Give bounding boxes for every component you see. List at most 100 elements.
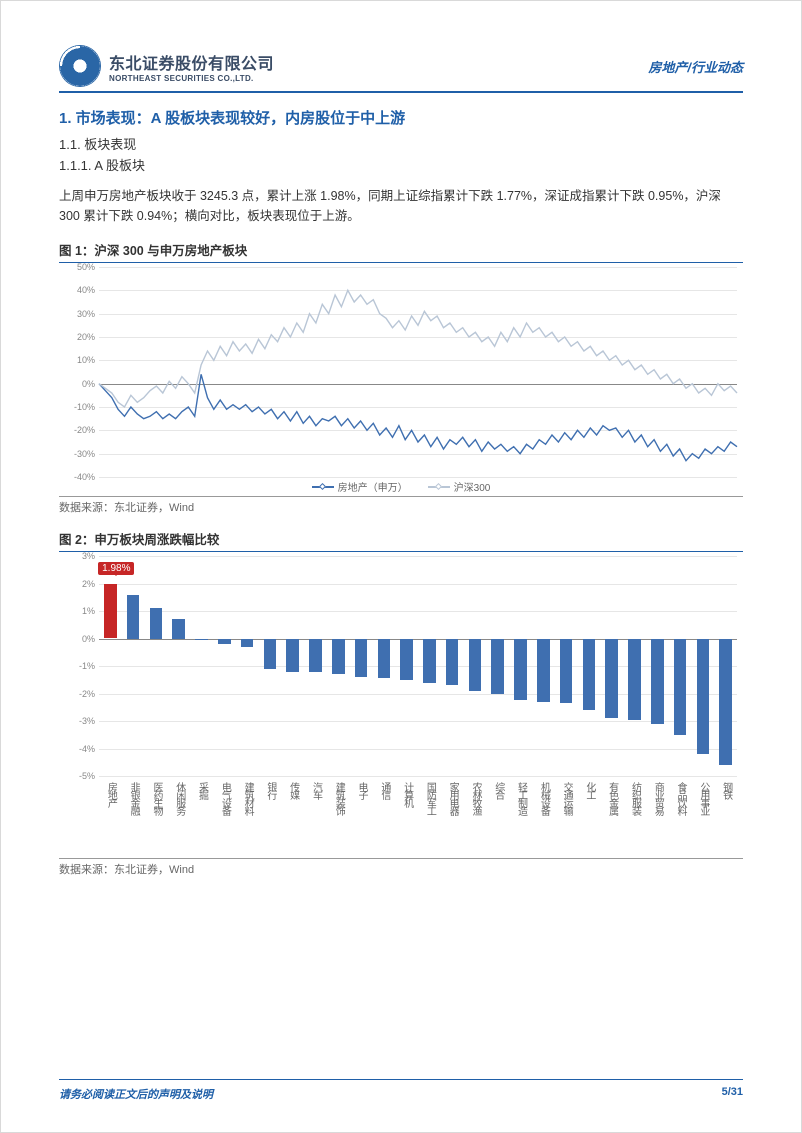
chart1-series-line (99, 374, 737, 460)
chart1-series-line (99, 290, 737, 407)
chart2-bar (537, 639, 550, 702)
chart2-bar (583, 639, 596, 711)
chart1-ytick: -10% (59, 402, 95, 412)
chart2-ytick: 1% (59, 606, 95, 616)
chart2-bar (514, 639, 527, 701)
chart2-category-label: 食品饮料 (675, 782, 685, 814)
chart2-bar (491, 639, 504, 694)
page-footer: 请务必阅读正文后的声明及说明 5/31 (59, 1079, 743, 1102)
chart2-ytick: 0% (59, 634, 95, 644)
heading-1: 1. 市场表现：A 股板块表现较好，内房股位于中上游 (59, 107, 743, 128)
chart1-ytick: -30% (59, 449, 95, 459)
chart2-bar (218, 639, 231, 645)
chart2-gridline (99, 584, 737, 585)
chart2-category-label: 医药生物 (151, 782, 161, 814)
page-content: 1. 市场表现：A 股板块表现较好，内房股位于中上游 1.1. 板块表现 1.1… (59, 107, 743, 877)
chart2-bar (241, 639, 254, 647)
chart2-gridline (99, 721, 737, 722)
chart2-category-label: 交通运输 (561, 782, 571, 814)
chart2-ytick: 3% (59, 551, 95, 561)
chart2-category-label: 有色金属 (607, 782, 617, 814)
chart2-gridline (99, 611, 737, 612)
chart2-category-label: 机械设备 (538, 782, 548, 814)
body-paragraph: 上周申万房地产板块收于 3245.3 点，累计上涨 1.98%，同期上证综指累计… (59, 186, 743, 226)
chart2-bar (332, 639, 345, 675)
chart2-category-label: 轻工制造 (516, 782, 526, 814)
footer-disclaimer: 请务必阅读正文后的声明及说明 (59, 1086, 213, 1102)
chart2-gridline (99, 666, 737, 667)
chart2-category-label: 农林牧渔 (470, 782, 480, 814)
figure-1-chart: -40%-30%-20%-10%0%10%20%30%40%50% (59, 267, 743, 477)
chart2-category-label: 电子 (356, 782, 366, 798)
chart2-bar (309, 639, 322, 672)
chart2-ytick: -1% (59, 661, 95, 671)
chart2-category-label: 通信 (379, 782, 389, 798)
chart2-bar (423, 639, 436, 683)
chart1-ytick: 40% (59, 285, 95, 295)
chart2-category-label: 银行 (265, 782, 275, 798)
chart2-category-label: 钢铁 (721, 782, 731, 798)
company-name-cn: 东北证券股份有限公司 (109, 50, 274, 74)
figure-1-source: 数据来源：东北证券，Wind (59, 496, 743, 515)
chart2-bar (355, 639, 368, 678)
chart2-category-label: 公用事业 (698, 782, 708, 814)
chart2-category-label: 建筑材料 (242, 782, 252, 814)
chart2-category-label: 化工 (584, 782, 594, 798)
legend-line-icon (312, 486, 334, 488)
legend-marker-icon (435, 483, 442, 490)
chart2-category-label: 休闲服务 (174, 782, 184, 814)
company-name-en: NORTHEAST SECURITIES CO.,LTD. (109, 74, 274, 83)
chart2-highlight-callout: 1.98% (98, 562, 134, 575)
chart1-ytick: -40% (59, 472, 95, 482)
chart2-category-label: 纺织服装 (629, 782, 639, 814)
chart2-bar (104, 584, 117, 638)
chart2-bar (697, 639, 710, 755)
chart1-series-svg (99, 267, 737, 477)
chart2-bar (605, 639, 618, 719)
chart2-gridline (99, 776, 737, 777)
chart2-category-label: 建筑装饰 (333, 782, 343, 814)
chart2-bar (400, 639, 413, 680)
chart2-bar (651, 639, 664, 724)
legend-label: 房地产（申万） (338, 479, 408, 494)
legend-item: 沪深300 (428, 479, 491, 494)
chart2-bar (628, 639, 641, 720)
figure-2-source: 数据来源：东北证券，Wind (59, 858, 743, 877)
heading-2: 1.1. 板块表现 (59, 134, 743, 153)
chart2-category-label: 传媒 (288, 782, 298, 798)
chart2-bar (264, 639, 277, 669)
chart1-ytick: -20% (59, 425, 95, 435)
chart2-ytick: -2% (59, 689, 95, 699)
chart2-gridline (99, 749, 737, 750)
chart2-bar (150, 608, 163, 638)
chart2-category-label: 家用电器 (447, 782, 457, 814)
chart2-category-label: 非银金融 (128, 782, 138, 814)
figure-1-legend: 房地产（申万） 沪深300 (59, 479, 743, 494)
page-header: 东北证券股份有限公司 NORTHEAST SECURITIES CO.,LTD.… (59, 45, 743, 93)
chart1-ytick: 50% (59, 262, 95, 272)
chart2-bar (469, 639, 482, 691)
chart2-bar (719, 639, 732, 766)
chart2-gridline (99, 556, 737, 557)
chart2-category-label: 房地产 (105, 782, 115, 806)
chart2-bar (378, 639, 391, 679)
chart1-ytick: 10% (59, 355, 95, 365)
chart2-ytick: -5% (59, 771, 95, 781)
chart2-category-label: 国防军工 (424, 782, 434, 814)
chart2-category-label: 采掘 (197, 782, 207, 798)
legend-line-icon (428, 486, 450, 488)
chart2-category-label: 商业贸易 (652, 782, 662, 814)
chart2-bar (195, 639, 208, 640)
chart2-category-label: 综合 (493, 782, 503, 798)
company-name-block: 东北证券股份有限公司 NORTHEAST SECURITIES CO.,LTD. (109, 50, 274, 83)
chart2-bar (560, 639, 573, 704)
legend-marker-icon (319, 483, 326, 490)
chart2-ytick: -3% (59, 716, 95, 726)
legend-item: 房地产（申万） (312, 479, 408, 494)
chart2-gridline (99, 694, 737, 695)
heading-3: 1.1.1. A 股板块 (59, 155, 743, 174)
figure-2-chart: -5%-4%-3%-2%-1%0%1%2%3%房地产1.98%非银金融医药生物休… (59, 556, 743, 856)
figure-1-title: 图 1：沪深 300 与申万房地产板块 (59, 240, 743, 263)
chart2-bar (674, 639, 687, 735)
chart1-ytick: 20% (59, 332, 95, 342)
